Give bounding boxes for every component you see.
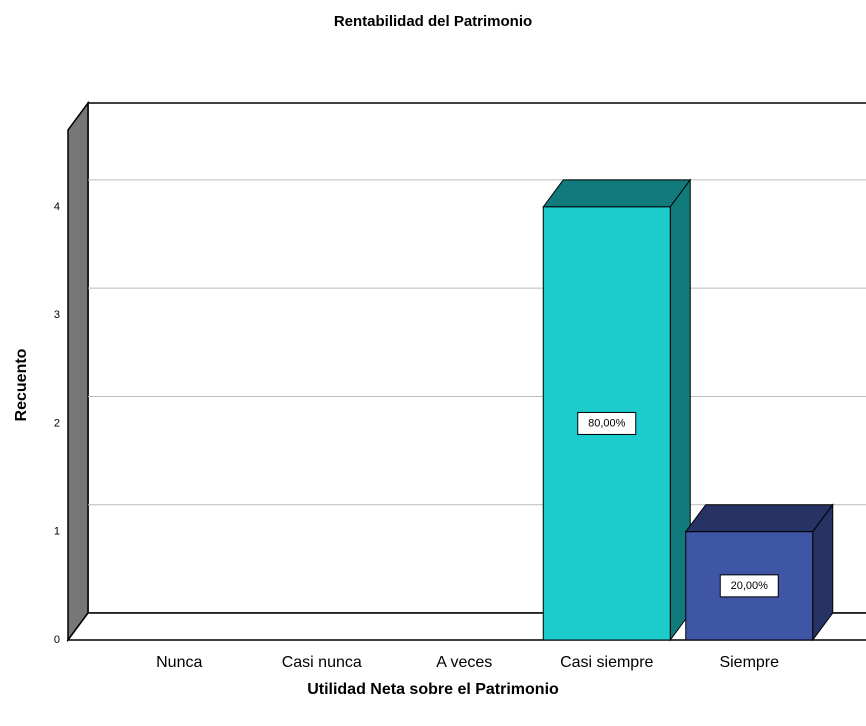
left-wall xyxy=(67,100,89,643)
value-label-box xyxy=(577,411,637,435)
y-tick-label: 0 xyxy=(54,634,60,646)
value-label: 80,00% xyxy=(588,417,626,429)
x-tick-label: Casi siempre xyxy=(560,654,653,671)
y-tick-label: 3 xyxy=(54,309,60,321)
x-tick-label: A veces xyxy=(436,654,492,671)
value-label: 20,00% xyxy=(731,580,769,592)
chart-title: Rentabilidad del Patrimonio xyxy=(334,13,532,30)
x-tick-label: Casi nunca xyxy=(282,654,362,671)
bar-top xyxy=(542,179,692,208)
y-tick-label: 4 xyxy=(54,201,60,213)
x-axis-label: Utilidad Neta sobre el Patrimonio xyxy=(307,681,559,698)
y-tick-label: 1 xyxy=(54,526,60,538)
x-tick-label: Nunca xyxy=(156,654,202,671)
y-tick-label: 2 xyxy=(54,417,60,429)
value-label-box xyxy=(719,574,779,598)
y-axis-label: Recuento xyxy=(13,348,30,421)
bar-top xyxy=(684,504,834,533)
x-tick-label: Siempre xyxy=(719,654,779,671)
